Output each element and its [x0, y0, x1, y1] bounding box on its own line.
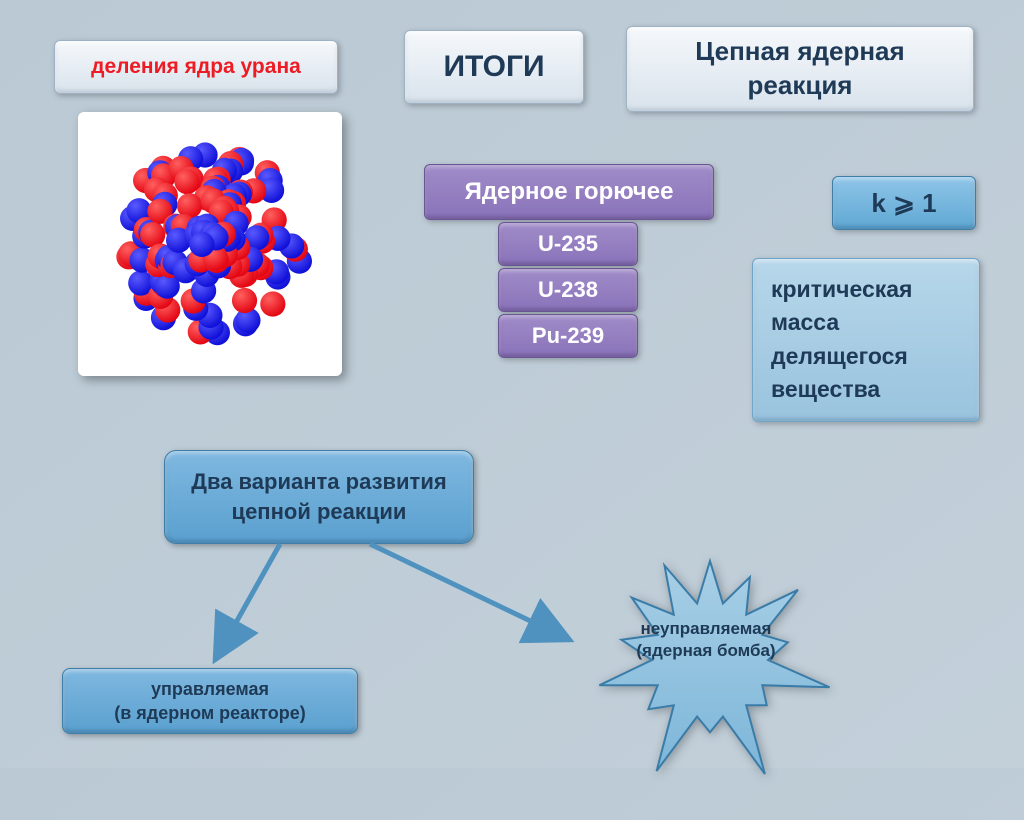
fuel-item-1: U-238	[498, 268, 638, 312]
fission-title-box: деления ядра урана	[54, 40, 338, 94]
k-text: k ⩾ 1	[871, 188, 936, 219]
uncontrolled-text-wrap: неуправляемая (ядерная бомба)	[606, 618, 806, 662]
chain-reaction-title-box: Цепная ядерная реакция	[626, 26, 974, 112]
fission-title-text: деления ядра урана	[91, 55, 301, 79]
summary-title-text: ИТОГИ	[443, 50, 544, 84]
k-box: k ⩾ 1	[832, 176, 976, 230]
two-variants-box: Два варианта развития цепной реакции	[164, 450, 474, 544]
nucleus-panel	[78, 112, 342, 376]
nucleus-illustration	[82, 116, 338, 372]
starburst-svg	[560, 520, 860, 820]
chain-reaction-title-text: Цепная ядерная реакция	[627, 35, 973, 103]
fuel-title-text: Ядерное горючее	[465, 178, 674, 206]
controlled-box: управляемая (в ядерном реакторе)	[62, 668, 358, 734]
critical-mass-text: критическая масса делящегося вещества	[771, 273, 961, 406]
controlled-text: управляемая (в ядерном реакторе)	[114, 677, 306, 726]
fuel-item-2-text: Pu-239	[532, 323, 604, 349]
summary-title-box: ИТОГИ	[404, 30, 584, 104]
fuel-item-2: Pu-239	[498, 314, 638, 358]
fuel-item-0: U-235	[498, 222, 638, 266]
two-variants-text: Два варианта развития цепной реакции	[165, 467, 473, 526]
fuel-item-1-text: U-238	[538, 277, 598, 303]
fuel-title-box: Ядерное горючее	[424, 164, 714, 220]
fuel-item-0-text: U-235	[538, 231, 598, 257]
critical-mass-box: критическая масса делящегося вещества	[752, 258, 980, 422]
uncontrolled-text: неуправляемая (ядерная бомба)	[636, 619, 775, 660]
